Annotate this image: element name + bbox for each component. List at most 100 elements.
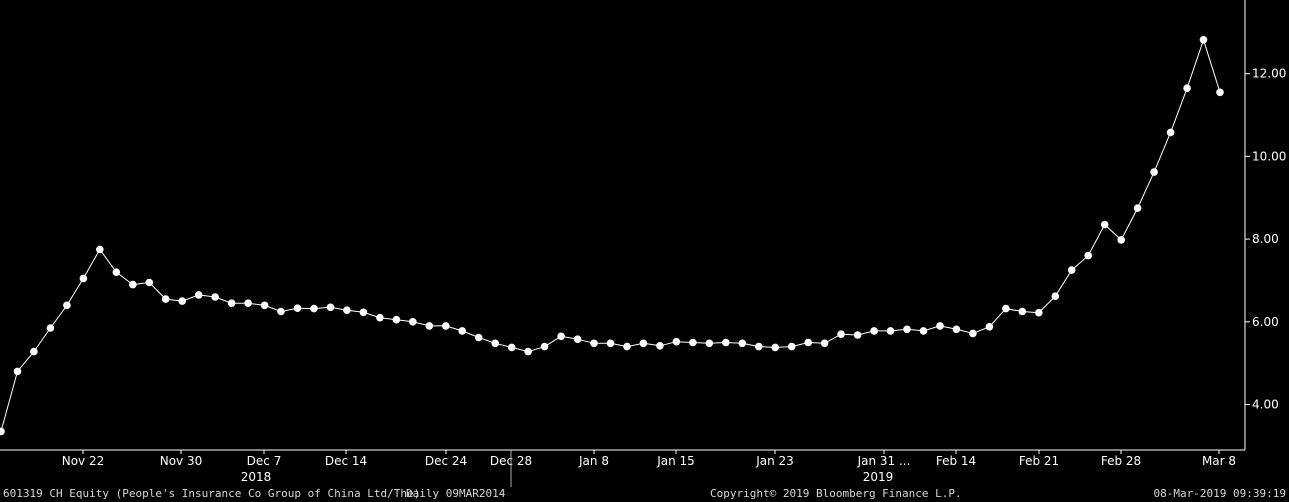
data-point [672,337,681,346]
data-point [1133,204,1142,212]
x-axis-ticks: Nov 22 Nov 30 Dec 7 Dec 14 Dec 24 Dec 28 Jan 8… [62,450,1236,468]
footer-timestamp: 08-Mar-2019 09:39:19 [1154,487,1286,500]
data-point [359,308,368,317]
data-point [1166,128,1175,137]
data-point [952,325,961,334]
data-point [722,338,730,347]
data-point [1100,220,1109,229]
data-point [1002,304,1010,313]
y-tick-label: 4.00 [1252,398,1279,412]
x-tick-label: Dec 7 [247,454,282,468]
data-point [244,299,252,308]
data-point [194,291,203,299]
data-point [458,327,467,335]
chart-axes [0,0,1246,487]
data-point [590,339,598,348]
x-tick-label: Jan 8 [578,454,609,468]
x-tick-label: Dec 24 [425,454,467,468]
data-point [837,330,845,339]
data-point [260,301,269,310]
year-label-2018: 2018 [241,470,272,484]
data-point [277,307,285,316]
data-point [145,278,154,287]
footer-ticker: 601319 CH Equity (People's Insurance Co … [3,487,420,500]
data-point [705,339,714,348]
data-point [13,367,22,376]
data-point [442,322,450,330]
data-point [639,339,648,348]
data-point [112,268,121,277]
y-tick-label: 12.00 [1252,67,1286,81]
data-point [985,323,994,331]
x-tick-label: Nov 30 [160,454,203,468]
data-point [623,342,631,351]
data-point [310,304,318,313]
data-point [1117,236,1125,244]
x-tick-label: Feb 14 [936,454,976,468]
data-point [211,293,219,301]
data-point [1216,88,1224,97]
y-tick-label: 10.00 [1252,149,1286,163]
data-point [326,303,335,312]
x-tick-label: Dec 14 [325,454,367,468]
data-point [936,322,944,330]
price-series [0,36,1224,436]
data-point [1183,84,1191,92]
data-point [969,329,977,338]
data-point [30,347,38,356]
x-tick-label: Mar 8 [1202,454,1236,468]
data-point [46,324,55,332]
data-point [474,333,483,342]
data-point [1035,308,1043,317]
data-point [1150,168,1158,176]
data-point [870,327,878,335]
x-tick-label: Feb 28 [1101,454,1141,468]
data-point [392,315,401,324]
x-tick-label: Jan 23 [755,454,794,468]
data-point [376,313,384,322]
footer-copyright: Copyright© 2019 Bloomberg Finance L.P. [710,487,962,500]
data-point [0,427,5,436]
data-point [689,338,697,347]
x-tick-label: Jan 15 [656,454,695,468]
data-point [820,339,829,348]
data-point [1084,251,1092,260]
data-point [293,304,302,313]
data-point [491,339,500,348]
data-point [96,245,104,254]
data-point [656,342,664,350]
data-point [1018,307,1027,316]
data-point [129,280,137,289]
data-point [540,342,549,351]
data-point [425,322,434,330]
data-point [853,331,862,339]
data-point [804,338,812,347]
data-point [343,306,351,315]
data-point [63,301,71,310]
data-point [903,325,911,334]
data-point [606,339,615,348]
data-point [79,274,88,283]
y-tick-label: 8.00 [1252,232,1279,246]
y-tick-label: 6.00 [1252,315,1279,329]
x-tick-label: Nov 22 [62,454,105,468]
x-tick-label: Jan 31 ... [857,454,911,468]
year-label-2019: 2019 [863,470,894,484]
data-point [1067,266,1076,274]
data-point [409,318,417,326]
data-point [755,342,763,351]
data-point [524,347,532,356]
data-point [787,342,796,351]
data-point [573,335,582,344]
data-point [1199,36,1208,44]
data-point [919,327,928,335]
data-point [886,327,895,335]
data-point [738,339,747,348]
data-point [771,343,779,352]
data-point [227,299,236,308]
data-point [557,332,565,341]
data-point [178,297,186,305]
data-point [161,295,170,303]
